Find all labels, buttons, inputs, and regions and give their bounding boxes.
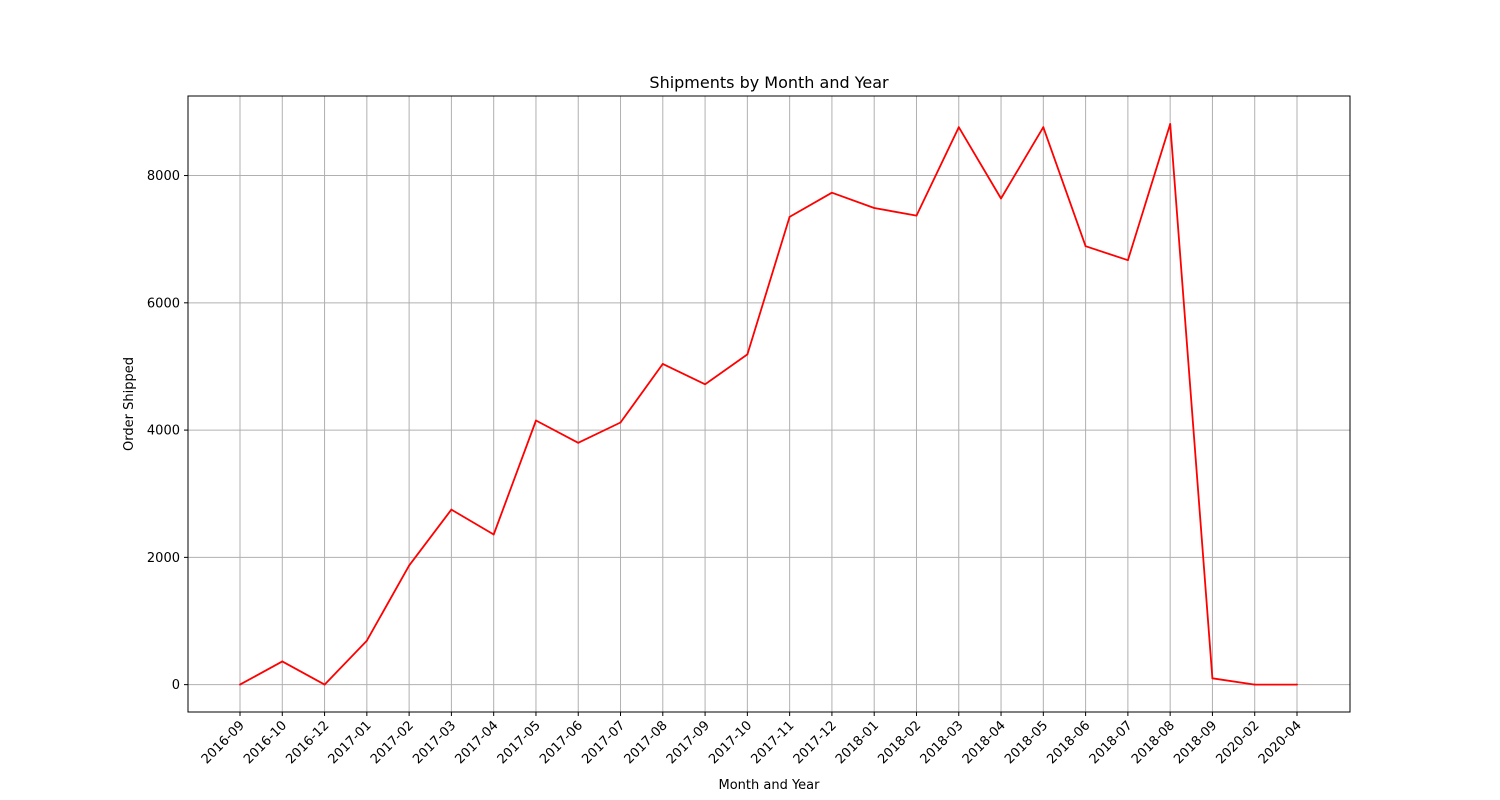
data-point	[239, 683, 241, 686]
grid	[188, 96, 1350, 712]
x-tick-label: 2018-03	[918, 718, 967, 767]
y-tick-label: 6000	[147, 296, 180, 311]
x-axis-label: Month and Year	[719, 778, 821, 793]
x-tick-label: 2017-04	[452, 718, 501, 767]
y-tick-label: 0	[172, 678, 180, 693]
data-point	[788, 216, 791, 218]
x-tick-label: 2017-08	[622, 718, 671, 767]
data-point	[323, 683, 326, 686]
data-point	[1084, 245, 1087, 248]
data-point	[1126, 259, 1129, 262]
x-tick-label: 2018-09	[1171, 718, 1220, 767]
data-point	[1000, 197, 1002, 200]
x-tick-label: 2017-01	[326, 718, 375, 767]
x-tick-label: 2017-05	[495, 718, 544, 767]
data-point	[704, 383, 706, 386]
x-axis: 2016-092016-102016-122017-012017-022017-…	[199, 712, 1305, 767]
data-point	[661, 363, 664, 365]
data-point	[281, 660, 284, 663]
data-point	[1042, 126, 1045, 129]
x-tick-label: 2018-04	[960, 718, 1009, 767]
data-point	[535, 419, 537, 422]
data-point	[577, 441, 580, 444]
y-axis-label: Order Shipped	[122, 357, 137, 451]
x-tick-label: 2017-06	[537, 718, 586, 767]
x-tick-label: 2018-02	[875, 718, 924, 767]
data-point	[957, 126, 960, 129]
data-point	[365, 639, 368, 642]
data-point	[408, 564, 411, 567]
x-tick-label: 2017-03	[410, 718, 459, 767]
data-point	[746, 353, 749, 356]
x-tick-label: 2017-09	[664, 718, 713, 767]
data-point	[873, 207, 876, 209]
x-tick-label: 2020-04	[1256, 718, 1305, 767]
x-tick-label: 2017-12	[791, 718, 840, 767]
x-tick-label: 2016-12	[283, 718, 332, 767]
x-tick-label: 2016-10	[241, 718, 290, 767]
data-point	[1169, 123, 1172, 125]
data-point	[492, 533, 495, 536]
data-point	[1296, 683, 1298, 686]
x-tick-label: 2018-06	[1044, 718, 1093, 767]
x-tick-label: 2018-05	[1002, 718, 1051, 767]
y-axis: 0 2000 4000 6000 8000	[147, 169, 188, 693]
x-tick-label: 2016-09	[199, 718, 248, 767]
x-tick-label: 2018-07	[1087, 718, 1136, 767]
x-tick-label: 2017-10	[706, 718, 755, 767]
y-tick-label: 8000	[147, 169, 180, 184]
x-tick-label: 2018-01	[833, 718, 882, 767]
x-tick-label: 2017-11	[748, 718, 797, 767]
x-tick-label: 2017-02	[368, 718, 417, 767]
y-tick-label: 2000	[147, 551, 180, 566]
data-point	[1253, 683, 1256, 686]
series-line	[239, 123, 1297, 686]
data-point	[619, 421, 622, 424]
data-point	[915, 214, 918, 217]
data-point	[831, 191, 833, 194]
series-layer	[239, 123, 1298, 686]
y-tick-label: 4000	[147, 424, 180, 439]
x-tick-label: 2018-08	[1129, 718, 1178, 767]
x-tick-label: 2017-07	[579, 718, 628, 767]
data-point	[450, 508, 453, 511]
x-tick-label: 2020-02	[1214, 718, 1263, 767]
data-point	[1211, 677, 1214, 680]
plot-frame	[187, 95, 1351, 713]
chart-title: Shipments by Month and Year	[649, 73, 889, 92]
